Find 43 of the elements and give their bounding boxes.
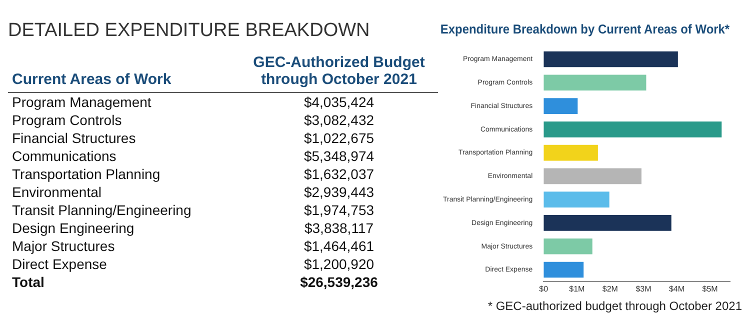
x-tick-label: $3M (636, 284, 652, 294)
text: GEC-Authorized Budget through October 2021 (252, 54, 426, 90)
text: Direct Expense (11, 255, 108, 273)
bar (544, 122, 722, 138)
text: Major Structures (11, 237, 116, 255)
bar (544, 215, 672, 231)
x-tick-label: $5M (702, 284, 718, 294)
bar (544, 51, 678, 68)
text: $1,464,461 (302, 237, 376, 255)
text: $2,939,443 (302, 183, 376, 201)
bar (544, 74, 646, 91)
bar (544, 238, 592, 254)
text: $1,022,675 (302, 129, 376, 147)
text: $1,974,753 (302, 201, 376, 219)
text: $3,082,432 (302, 111, 376, 129)
text: Design Engineering (11, 219, 136, 237)
text: Current Areas of Work (11, 70, 172, 90)
text: $26,539,236 (299, 273, 379, 291)
x-tick-label: $0 (539, 284, 549, 294)
text: $4,035,424 (302, 93, 376, 111)
text: $1,632,037 (302, 165, 376, 183)
bar (544, 262, 584, 278)
text: Program Controls (11, 111, 123, 129)
text: $1,200,920 (302, 255, 376, 273)
text: Program Management (11, 93, 152, 111)
text: Communications (11, 147, 118, 165)
text: * GEC-authorized budget through October 2021 (488, 299, 742, 313)
text: $5,348,974 (302, 147, 376, 165)
x-tick-label: $1M (569, 284, 586, 294)
text: Total (11, 273, 46, 291)
bar (544, 144, 598, 161)
x-tick-label: $2M (602, 284, 618, 294)
text: DETAILED EXPENDITURE BREAKDOWN (8, 20, 370, 42)
text: $3,838,117 (303, 219, 375, 237)
bar (544, 98, 578, 114)
bar (544, 192, 610, 208)
bar (544, 168, 642, 184)
text: Environmental (11, 183, 102, 201)
text: Financial Structures (11, 129, 137, 147)
x-tick-label: $4M (668, 284, 685, 294)
text: Transportation Planning (11, 165, 162, 183)
chart-title: Expenditure Breakdown by Current Areas of Work* (440, 22, 730, 36)
text: Transit Planning/Engineering (11, 201, 192, 219)
